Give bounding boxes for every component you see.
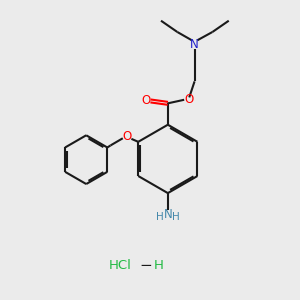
Text: O: O — [184, 93, 194, 106]
Text: N: N — [190, 38, 199, 51]
Text: O: O — [141, 94, 150, 107]
Text: O: O — [122, 130, 132, 143]
Text: H: H — [156, 212, 164, 222]
Text: HCl: HCl — [109, 260, 132, 272]
Text: H: H — [154, 260, 164, 272]
Text: −: − — [139, 258, 152, 273]
Text: H: H — [172, 212, 180, 222]
Text: N: N — [164, 208, 172, 221]
